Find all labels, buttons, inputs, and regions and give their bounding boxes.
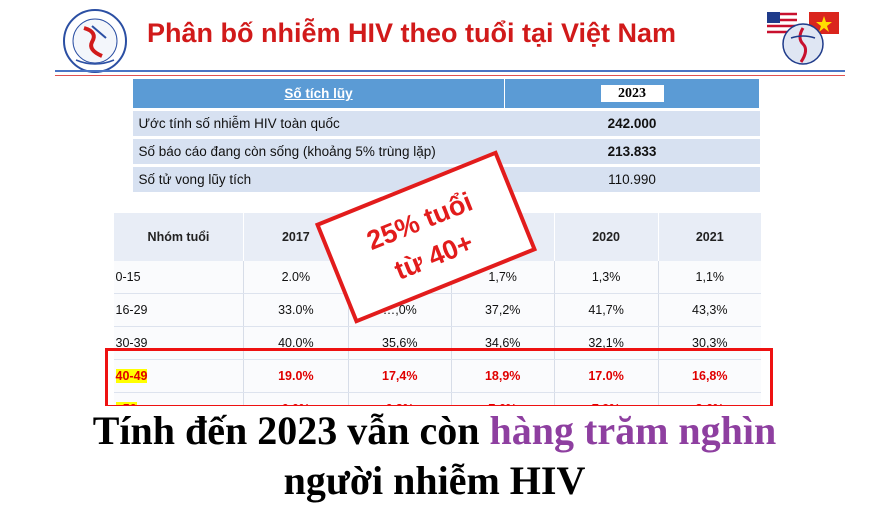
- cell: 17.0%: [553, 359, 659, 393]
- cell: 2.0%: [242, 261, 349, 294]
- row-label: Ước tính số nhiễm HIV toàn quốc: [132, 108, 505, 138]
- cell: 35,6%: [347, 326, 452, 360]
- page-title: Phân bố nhiễm HIV theo tuổi tại Việt Nam: [147, 18, 677, 48]
- cumulative-header-label: Số tích lũy: [132, 78, 505, 110]
- table-row: Số báo cáo đang còn sống (khoảng 5% trùn…: [132, 136, 760, 166]
- us-vietnam-flags-icon: [767, 12, 839, 65]
- age-group: 16-29: [113, 293, 244, 327]
- cell: 40.0%: [242, 326, 349, 360]
- header-rule-accent: [55, 75, 845, 76]
- caption-band: [0, 406, 869, 520]
- row-value: 242.000: [504, 108, 760, 138]
- highlight-frame: [105, 348, 773, 408]
- cell: 37,2%: [450, 293, 555, 327]
- age-group: 30-39: [113, 326, 244, 360]
- caption-line-2: người nhiễm HIV: [283, 458, 586, 503]
- cell: 1,1%: [657, 261, 761, 294]
- cell: 30,3%: [657, 326, 761, 360]
- table-row: 0-15 2.0% 1,7% 1,3% 1,1%: [113, 261, 761, 294]
- cell: 1,7%: [450, 261, 555, 294]
- cell: 33.0%: [242, 293, 349, 327]
- table-row: Ước tính số nhiễm HIV toàn quốc 242.000: [132, 108, 760, 138]
- table-row: 30-39 40.0% 35,6% 34,6% 32,1% 30,3%: [113, 326, 761, 360]
- row-value: 110.990: [504, 164, 760, 192]
- header-age-group: Nhóm tuổi: [113, 213, 244, 261]
- caption-text: Tính đến 2023 vẫn còn: [92, 408, 490, 453]
- cell: 32,1%: [553, 326, 659, 360]
- row-value: 213.833: [504, 136, 760, 166]
- cumulative-header-year: 2023: [600, 85, 664, 102]
- cumulative-table-header: Số tích lũy 2023: [132, 78, 760, 110]
- caption-highlight: hàng trăm nghìn: [489, 408, 777, 453]
- age-group: 0-15: [113, 261, 244, 294]
- cumulative-table: Số tích lũy 2023 Ước tính số nhiễm HIV t…: [132, 78, 760, 192]
- cell: 1,3%: [553, 261, 659, 294]
- header-year: 2020: [553, 213, 659, 261]
- table-row-highlighted: 40-49 19.0% 17,4% 18,9% 17.0% 16,8%: [113, 359, 761, 393]
- vaac-seal-icon: [63, 9, 127, 73]
- cell: 16,8%: [657, 359, 761, 393]
- cell: 43,3%: [657, 293, 761, 327]
- cell: 18,9%: [450, 359, 555, 393]
- caption-line-1: Tính đến 2023 vẫn còn hàng trăm nghìn: [0, 406, 869, 456]
- header-year: 2021: [657, 213, 761, 261]
- table-row: 16-29 33.0% …,0% 37,2% 41,7% 43,3%: [113, 293, 761, 327]
- cell: 41,7%: [553, 293, 659, 327]
- caption: Tính đến 2023 vẫn còn hàng trăm nghìn ng…: [0, 406, 869, 506]
- cell: 17,4%: [347, 359, 452, 393]
- cell: 19.0%: [242, 359, 349, 393]
- age-group: 40-49: [113, 359, 244, 393]
- cumulative-header-year-cell: 2023: [504, 78, 760, 110]
- row-label: Số báo cáo đang còn sống (khoảng 5% trùn…: [132, 136, 505, 166]
- age-group-highlight: 40-49: [115, 369, 148, 383]
- header-rule: [55, 70, 845, 72]
- cell: 34,6%: [450, 326, 555, 360]
